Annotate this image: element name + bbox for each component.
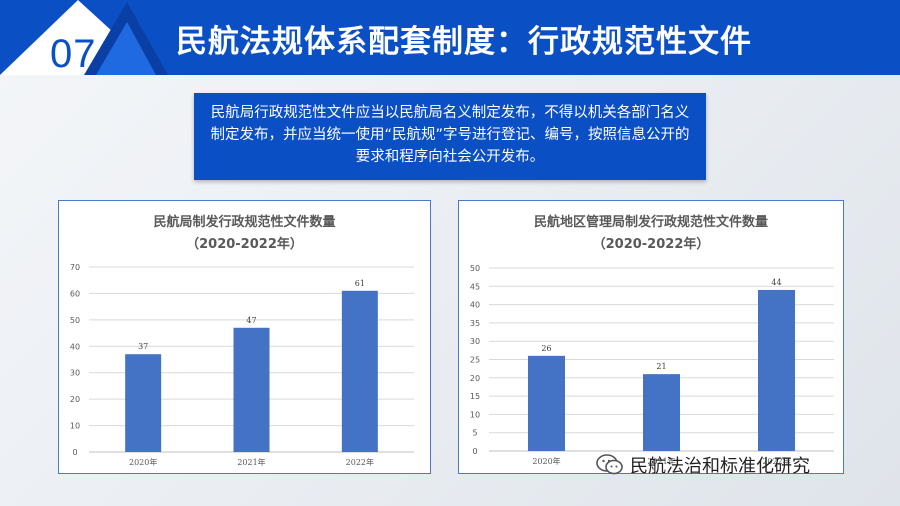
page-title: 民航法规体系配套制度：行政规范性文件 [176, 24, 752, 60]
y-tick-label: 10 [70, 422, 80, 431]
section-number: 07 [50, 32, 97, 76]
watermark-text: 民航法治和标准化研究 [630, 456, 810, 477]
x-tick-label: 2022年 [762, 456, 790, 466]
x-tick-label: 2020年 [532, 456, 560, 466]
y-tick-label: 0 [72, 448, 77, 457]
y-tick-label: 30 [470, 337, 480, 346]
data-label: 26 [541, 344, 551, 353]
chart-panel-regional: 民航地区管理局制发行政规范性文件数量 （2020-2022年） 0 5 10 15 20… [458, 200, 844, 474]
header-bar: 07 民航法规体系配套制度：行政规范性文件 [0, 0, 900, 76]
y-tick-label: 30 [70, 369, 80, 378]
y-tick-label: 60 [70, 289, 80, 298]
x-tick-label: 2021年 [237, 457, 265, 467]
y-tick-label: 70 [70, 263, 80, 272]
y-tick-label: 0 [472, 447, 477, 456]
y-tick-label: 50 [470, 264, 480, 273]
bar-chart-regional: 0 5 10 15 20 25 30 35 40 45 50 26 2020年 21 2021年 44 2022… [470, 264, 834, 466]
bar [758, 289, 795, 451]
y-tick-label: 40 [70, 342, 80, 351]
data-label: 21 [656, 362, 666, 371]
bar-chart-caac: 0 10 20 30 40 50 60 70 37 2020年 47 2021年 61 2022年 [70, 263, 414, 467]
bar [125, 354, 162, 452]
bar [341, 290, 378, 452]
bar [643, 374, 680, 451]
y-tick-label: 5 [472, 429, 477, 438]
y-tick-label: 35 [470, 319, 480, 328]
y-tick-label: 40 [470, 301, 480, 310]
x-tick-label: 2021年 [647, 456, 675, 466]
chart-subtitle: （2020-2022年） [186, 237, 303, 252]
chart-subtitle: （2020-2022年） [592, 237, 710, 252]
wechat-icon [596, 454, 623, 475]
data-label: 44 [771, 278, 781, 287]
bar [528, 355, 565, 451]
chart-title: 民航局制发行政规范性文件数量 [153, 215, 336, 230]
y-tick-label: 15 [470, 392, 480, 401]
chart-panel-caac: 民航局制发行政规范性文件数量 （2020-2022年） 0 10 20 30 40 50 6… [58, 200, 431, 474]
data-label: 61 [355, 279, 365, 288]
y-tick-label: 50 [70, 316, 80, 325]
intro-box: 民航局行政规范性文件应当以民航局名义制定发布，不得以机关各部门名义制定发布，并应… [194, 93, 706, 180]
watermark: 民航法治和标准化研究 [596, 452, 810, 478]
y-tick-label: 45 [470, 282, 480, 291]
y-tick-label: 20 [70, 395, 80, 404]
data-label: 37 [138, 342, 148, 351]
x-tick-label: 2022年 [346, 457, 374, 467]
chart-title: 民航地区管理局制发行政规范性文件数量 [533, 215, 768, 230]
data-label: 47 [246, 316, 256, 325]
y-tick-label: 10 [470, 410, 480, 419]
y-tick-label: 25 [470, 356, 480, 365]
x-tick-label: 2020年 [129, 457, 157, 467]
bar [233, 327, 270, 452]
y-tick-label: 20 [470, 374, 480, 383]
header-decoration [0, 0, 168, 75]
